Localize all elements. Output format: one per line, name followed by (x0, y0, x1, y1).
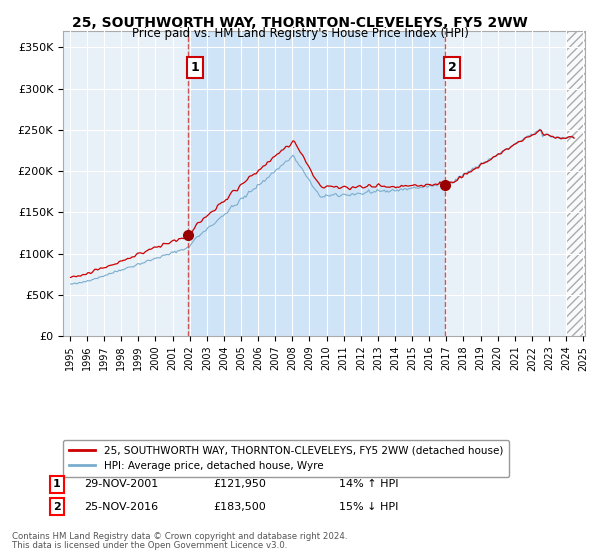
Text: £183,500: £183,500 (213, 502, 266, 512)
Text: 1: 1 (53, 479, 61, 489)
Text: 25, SOUTHWORTH WAY, THORNTON-CLEVELEYS, FY5 2WW: 25, SOUTHWORTH WAY, THORNTON-CLEVELEYS, … (72, 16, 528, 30)
Text: This data is licensed under the Open Government Licence v3.0.: This data is licensed under the Open Gov… (12, 541, 287, 550)
Bar (566, 31, 587, 336)
Text: 1: 1 (191, 61, 200, 74)
Text: 2: 2 (448, 61, 456, 74)
Text: 25-NOV-2016: 25-NOV-2016 (84, 502, 158, 512)
Text: Contains HM Land Registry data © Crown copyright and database right 2024.: Contains HM Land Registry data © Crown c… (12, 532, 347, 541)
Bar (566, 31, 587, 336)
Bar (188, 31, 445, 336)
Text: 14% ↑ HPI: 14% ↑ HPI (339, 479, 398, 489)
Legend: 25, SOUTHWORTH WAY, THORNTON-CLEVELEYS, FY5 2WW (detached house), HPI: Average p: 25, SOUTHWORTH WAY, THORNTON-CLEVELEYS, … (63, 440, 509, 477)
Text: Price paid vs. HM Land Registry's House Price Index (HPI): Price paid vs. HM Land Registry's House … (131, 27, 469, 40)
Text: 15% ↓ HPI: 15% ↓ HPI (339, 502, 398, 512)
Text: £121,950: £121,950 (213, 479, 266, 489)
Text: 2: 2 (53, 502, 61, 512)
Text: 29-NOV-2001: 29-NOV-2001 (84, 479, 158, 489)
